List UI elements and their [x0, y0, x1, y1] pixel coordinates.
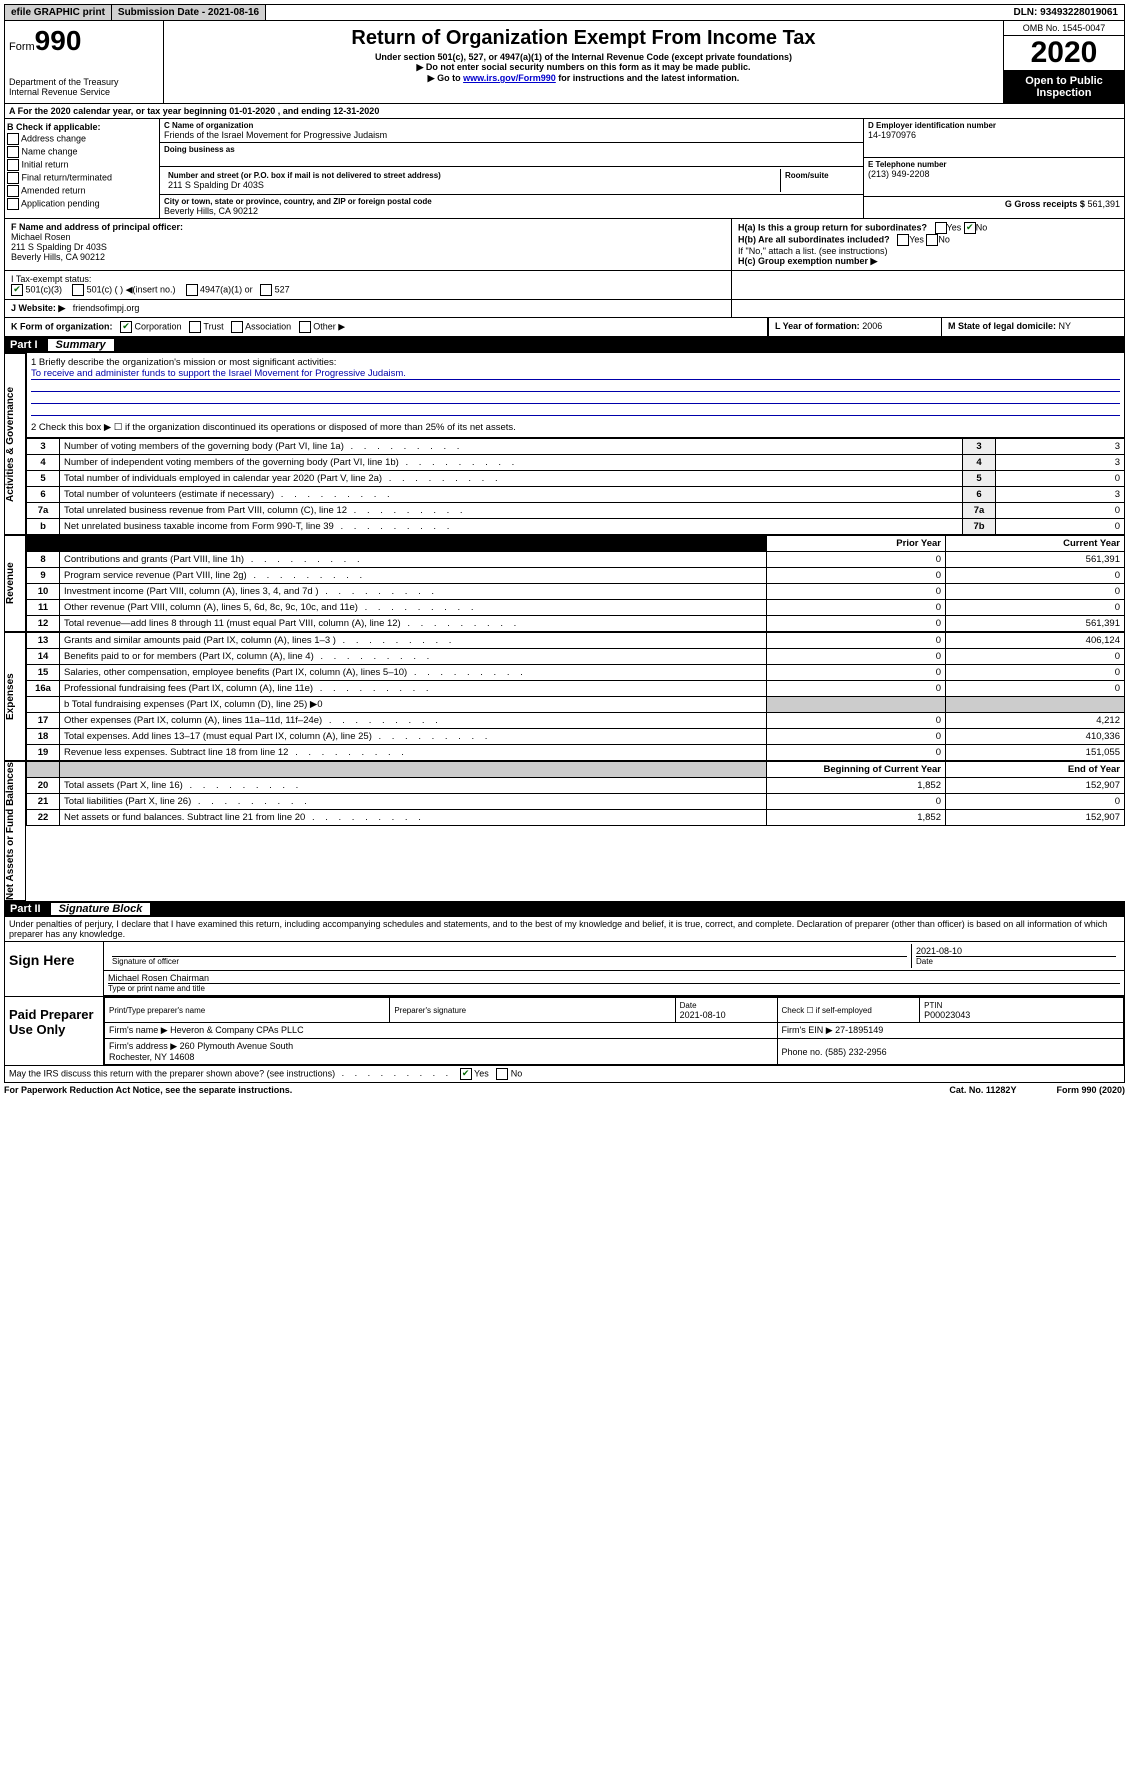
sign-date: 2021-08-10 — [916, 946, 1116, 957]
signature-block: Sign Here Signature of officer 2021-08-1… — [4, 942, 1125, 997]
preparer-table: Print/Type preparer's name Preparer's si… — [104, 997, 1124, 1065]
year-formation: 2006 — [862, 321, 882, 331]
telephone: (213) 949-2208 — [868, 169, 1120, 179]
header-mid: Return of Organization Exempt From Incom… — [164, 21, 1003, 103]
omb: OMB No. 1545-0047 — [1004, 21, 1124, 36]
section-b-d: B Check if applicable: Address change Na… — [4, 119, 1125, 219]
cb-name-change[interactable]: Name change — [7, 146, 157, 158]
summary-top-table: 3Number of voting members of the governi… — [26, 438, 1125, 535]
org-name: Friends of the Israel Movement for Progr… — [164, 130, 859, 140]
revenue-section: Revenue Prior YearCurrent Year8Contribut… — [4, 535, 1125, 632]
ptin: P00023043 — [924, 1010, 970, 1020]
dept-treasury: Department of the Treasury Internal Reve… — [9, 77, 159, 97]
paid-preparer-block: Paid Preparer Use Only Print/Type prepar… — [4, 997, 1125, 1066]
open-to-public: Open to Public Inspection — [1004, 71, 1124, 103]
irs-link[interactable]: www.irs.gov/Form990 — [463, 73, 556, 83]
cb-address-change[interactable]: Address change — [7, 133, 157, 145]
efile-topbar: efile GRAPHIC print Submission Date - 20… — [4, 4, 1125, 21]
section-f-h: F Name and address of principal officer:… — [4, 219, 1125, 271]
tax-exempt-status: I Tax-exempt status: 501(c)(3) 501(c) ( … — [5, 271, 732, 299]
form-number: Form990 — [9, 25, 159, 57]
state-domicile: NY — [1059, 321, 1072, 331]
revenue-table: Prior YearCurrent Year8Contributions and… — [26, 535, 1125, 632]
section-k-l-m: K Form of organization: Corporation Trus… — [4, 318, 1125, 337]
cb-initial-return[interactable]: Initial return — [7, 159, 157, 171]
expenses-table: 13Grants and similar amounts paid (Part … — [26, 632, 1125, 761]
box-c: C Name of organization Friends of the Is… — [160, 119, 863, 218]
subtitle-1: Under section 501(c), 527, or 4947(a)(1)… — [168, 52, 999, 62]
firm-phone: (585) 232-2956 — [825, 1047, 887, 1057]
part-2-header: Part II Signature Block — [4, 901, 1125, 917]
header-left: Form990 Department of the Treasury Inter… — [5, 21, 164, 103]
discuss-line: May the IRS discuss this return with the… — [4, 1066, 1125, 1083]
expenses-section: Expenses 13Grants and similar amounts pa… — [4, 632, 1125, 761]
gross-receipts: 561,391 — [1087, 199, 1120, 209]
dln: DLN: 93493228019061 — [1007, 5, 1124, 20]
section-i-j: I Tax-exempt status: 501(c)(3) 501(c) ( … — [4, 271, 1125, 300]
cb-final-return[interactable]: Final return/terminated — [7, 172, 157, 184]
discuss-yes[interactable] — [460, 1068, 472, 1080]
box-b: B Check if applicable: Address change Na… — [5, 119, 160, 218]
net-assets-table: Beginning of Current YearEnd of Year20To… — [26, 761, 1125, 826]
cb-501c3[interactable] — [11, 284, 23, 296]
part-1-header: Part I Summary — [4, 337, 1125, 353]
net-assets-section: Net Assets or Fund Balances Beginning of… — [4, 761, 1125, 901]
box-h: H(a) Is this a group return for subordin… — [732, 219, 1124, 270]
form-title: Return of Organization Exempt From Incom… — [168, 27, 999, 50]
subtitle-3: ▶ Go to www.irs.gov/Form990 for instruct… — [168, 73, 999, 84]
cb-app-pending[interactable]: Application pending — [7, 198, 157, 210]
line-a: A For the 2020 calendar year, or tax yea… — [4, 104, 1125, 119]
perjury-statement: Under penalties of perjury, I declare th… — [4, 917, 1125, 942]
submission-date-button[interactable]: Submission Date - 2021-08-16 — [112, 5, 266, 20]
discuss-no[interactable] — [496, 1068, 508, 1080]
box-d-e-g: D Employer identification number 14-1970… — [863, 119, 1124, 218]
activities-governance: Activities & Governance 1 Briefly descri… — [4, 353, 1125, 535]
subtitle-2: ▶ Do not enter social security numbers o… — [168, 62, 999, 73]
header-right: OMB No. 1545-0047 2020 Open to Public In… — [1003, 21, 1124, 103]
firm-ein: 27-1895149 — [835, 1025, 883, 1035]
website-url: friendsofimpj.org — [73, 303, 140, 313]
paid-preparer-label: Paid Preparer Use Only — [5, 997, 104, 1065]
signer-name: Michael Rosen Chairman — [108, 973, 1120, 984]
sign-here-label: Sign Here — [5, 942, 104, 996]
org-city: Beverly Hills, CA 90212 — [164, 206, 859, 216]
cb-amended[interactable]: Amended return — [7, 185, 157, 197]
tax-year: 2020 — [1004, 36, 1124, 71]
efile-print-button[interactable]: efile GRAPHIC print — [5, 5, 112, 20]
footer: For Paperwork Reduction Act Notice, see … — [4, 1083, 1125, 1097]
ein: 14-1970976 — [868, 130, 1120, 140]
section-j: J Website: ▶ friendsofimpj.org — [4, 300, 1125, 318]
line-1: 1 Briefly describe the organization's mi… — [26, 353, 1125, 438]
mission: To receive and administer funds to suppo… — [31, 368, 1120, 380]
firm-name: Heveron & Company CPAs PLLC — [170, 1025, 303, 1035]
org-address: 211 S Spalding Dr 403S — [168, 180, 776, 190]
form-header: Form990 Department of the Treasury Inter… — [4, 21, 1125, 104]
box-f: F Name and address of principal officer:… — [5, 219, 732, 270]
